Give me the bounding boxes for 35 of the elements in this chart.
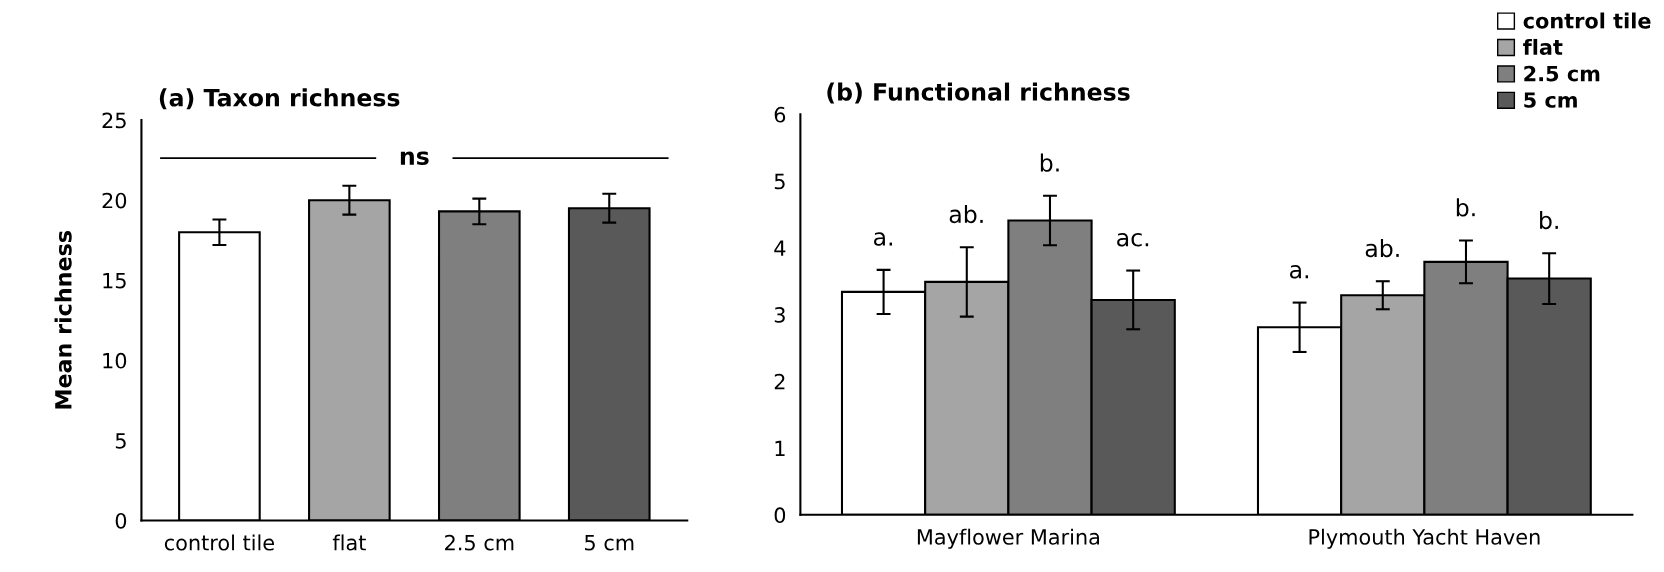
y-tick-label: 10: [103, 352, 127, 369]
annotation: ab.: [949, 204, 983, 224]
legend-label: control tile: [1523, 12, 1651, 29]
legend-label: 5 cm: [1524, 92, 1577, 108]
y-tick-label: 2: [774, 373, 785, 390]
y-tick-label: 15: [103, 273, 126, 289]
y-tick-label: 5: [115, 433, 126, 449]
annotation: a.: [1290, 265, 1309, 279]
x-tick-label: flat: [332, 534, 366, 551]
y-tick-label: 5: [774, 173, 785, 190]
annotation: ac.: [1117, 232, 1149, 247]
y-tick-label: 0: [774, 507, 786, 524]
annotation: ab.: [1365, 238, 1399, 258]
annotation: b.: [1540, 210, 1558, 230]
legend-label: 2.5 cm: [1524, 65, 1600, 82]
annotation: b.: [1040, 153, 1059, 172]
x-tick-label: 2.5 cm: [445, 534, 514, 551]
x-tick-label: control tile: [164, 534, 274, 551]
x-tick-label: Mayflower Marina: [917, 528, 1100, 549]
y-tick-label: 6: [774, 106, 786, 123]
y-tick-label: 0: [115, 512, 127, 529]
chart-title: (a) Taxon richness: [159, 88, 400, 110]
y-tick-label: 25: [102, 112, 126, 129]
annotation: a.: [874, 232, 893, 246]
y-tick-label: 4: [774, 240, 786, 256]
y-tick-label: 1: [775, 440, 785, 456]
annotation: b.: [1456, 198, 1475, 217]
y-tick-label: 3: [774, 307, 785, 323]
chart-title: (b) Functional richness: [827, 82, 1130, 104]
legend-label: flat: [1523, 38, 1563, 56]
annotation: ns: [400, 151, 429, 166]
x-tick-label: 5 cm: [585, 535, 634, 551]
x-tick-label: Plymouth Yacht Haven: [1309, 528, 1540, 549]
y-axis-title: Mean richness: [54, 231, 72, 409]
y-tick-label: 20: [102, 192, 127, 209]
